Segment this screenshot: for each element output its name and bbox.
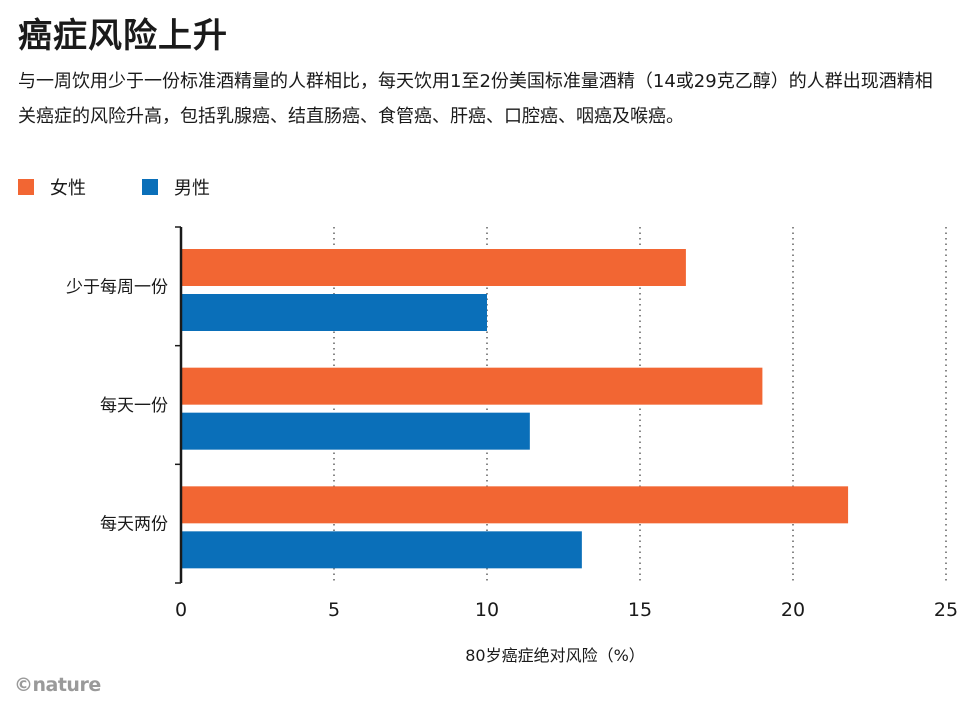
x-tick-label-25: 25 <box>934 599 958 621</box>
x-tick-label-20: 20 <box>781 599 805 621</box>
category-label-0: 少于每周一份 <box>66 277 168 297</box>
legend-swatch-female <box>18 179 34 195</box>
bar-female-0 <box>181 249 686 286</box>
bar-male-1 <box>181 412 530 450</box>
legend: 女性 男性 <box>18 173 266 201</box>
bar-male-0 <box>181 294 487 331</box>
legend-item-female: 女性 <box>18 174 86 200</box>
legend-swatch-male <box>142 179 158 195</box>
category-label-2: 每天两份 <box>100 515 168 535</box>
x-tick-label-0: 0 <box>175 599 187 621</box>
legend-label-male: 男性 <box>174 178 210 199</box>
bar-male-2 <box>181 531 582 569</box>
legend-item-male: 男性 <box>142 174 210 200</box>
nature-logo: ©nature <box>14 674 101 696</box>
bar-female-1 <box>181 367 763 405</box>
chart-subtitle: 与一周饮用少于一份标准酒精量的人群相比，每天饮用1至2份美国标准量酒精（14或2… <box>18 71 933 127</box>
chart-title: 癌症风险上升 <box>18 16 228 56</box>
x-tick-label-15: 15 <box>628 599 652 621</box>
x-tick-label-10: 10 <box>475 599 499 621</box>
bar-female-2 <box>181 486 849 524</box>
category-label-1: 每天一份 <box>100 396 168 416</box>
x-axis-label: 80岁癌症绝对风险（%） <box>465 646 645 665</box>
x-tick-label-5: 5 <box>328 599 340 621</box>
legend-label-female: 女性 <box>50 178 86 199</box>
